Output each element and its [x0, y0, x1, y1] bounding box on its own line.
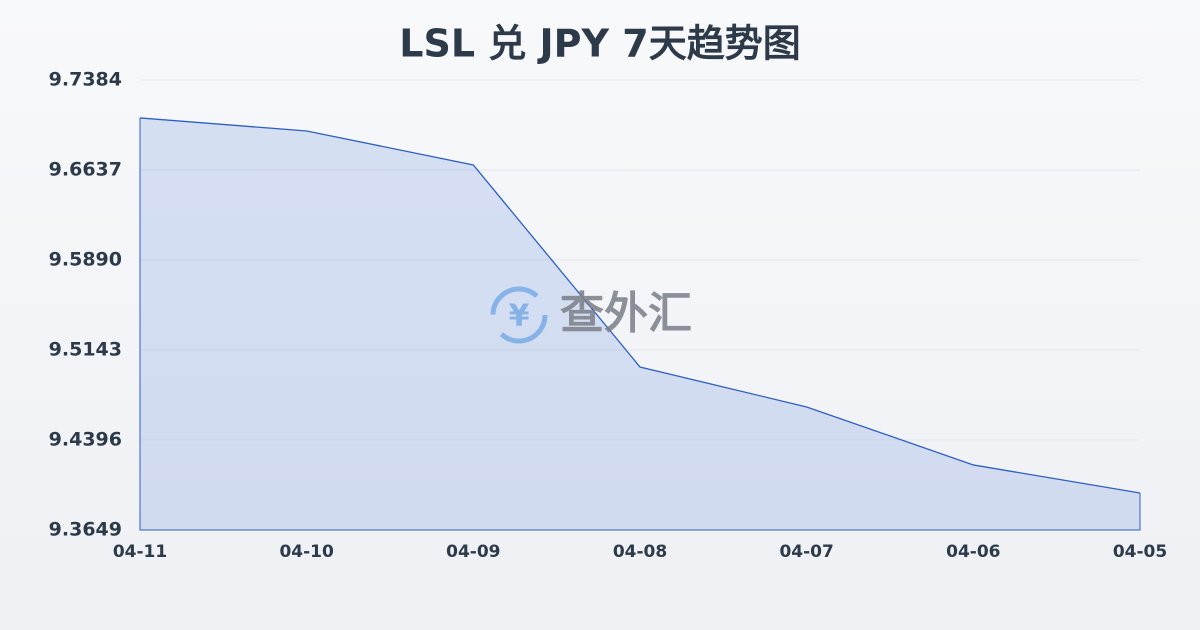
x-tick-label: 04-05 — [1113, 542, 1167, 562]
x-tick-label: 04-06 — [946, 542, 1000, 562]
y-tick-label: 9.4396 — [49, 429, 122, 451]
y-tick-label: 9.3649 — [49, 519, 122, 541]
area-line — [139, 117, 1141, 494]
x-tick-label: 04-10 — [279, 542, 334, 562]
svg-text:¥: ¥ — [509, 299, 530, 334]
x-tick-label: 04-11 — [113, 542, 167, 562]
area-fill — [140, 117, 1140, 530]
chart-title: LSL 兑 JPY 7天趋势图 — [399, 22, 800, 66]
y-tick-label: 9.5890 — [49, 249, 122, 271]
y-tick-label: 9.6637 — [49, 159, 122, 181]
x-tick-label: 04-07 — [779, 542, 833, 562]
watermark: 查外汇 — [560, 288, 692, 339]
x-tick-label: 04-08 — [613, 542, 667, 562]
y-tick-label: 9.5143 — [49, 339, 122, 361]
area-edges — [139, 117, 1141, 531]
x-tick-label: 04-09 — [446, 542, 500, 562]
y-tick-label: 9.7384 — [49, 69, 122, 91]
watermark-logo: ¥ — [490, 286, 548, 344]
